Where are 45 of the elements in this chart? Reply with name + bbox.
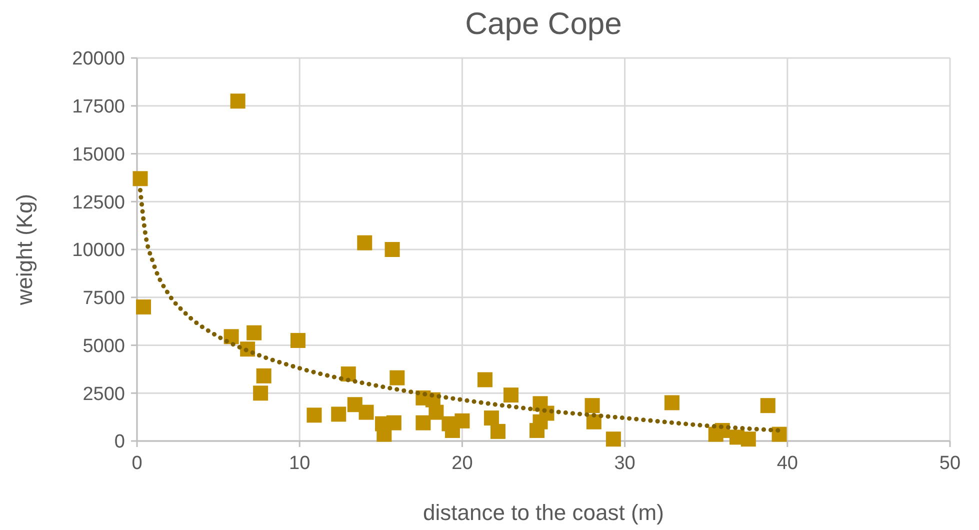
point: [306, 408, 322, 423]
point: [584, 398, 600, 414]
point: [331, 406, 346, 422]
point: [606, 432, 621, 447]
point: [454, 413, 470, 428]
point: [664, 395, 680, 410]
y-tick-label: 2500: [82, 384, 125, 405]
y-tick-label: 20000: [72, 48, 125, 70]
x-tick-label: 0: [132, 453, 142, 474]
point: [477, 372, 492, 388]
point: [256, 368, 272, 384]
point: [490, 424, 506, 439]
point: [384, 242, 400, 257]
point: [503, 388, 518, 403]
point: [740, 432, 756, 447]
y-axis-title: weight (Kg): [12, 194, 37, 306]
point: [290, 332, 306, 348]
y-tick-label: 17500: [72, 96, 125, 118]
point: [386, 415, 402, 430]
x-tick-label: 10: [289, 453, 310, 474]
x-tick-label: 30: [614, 453, 636, 474]
point: [416, 415, 431, 430]
point: [390, 370, 405, 386]
point: [253, 386, 268, 401]
y-tick-label: 7500: [82, 288, 125, 310]
point: [246, 325, 262, 340]
point: [772, 426, 787, 442]
point: [484, 410, 499, 426]
point: [230, 94, 246, 109]
y-tick-label: 12500: [72, 192, 125, 214]
chart-title: Cape Cope: [465, 6, 622, 41]
point: [136, 299, 152, 314]
point: [358, 404, 374, 420]
point: [760, 398, 776, 414]
y-tick-label: 5000: [82, 336, 125, 357]
x-tick-label: 50: [939, 453, 961, 474]
point: [132, 171, 148, 186]
y-tick-label: 10000: [72, 240, 125, 262]
x-tick-label: 20: [452, 453, 473, 474]
x-tick-label: 40: [776, 453, 798, 474]
x-axis-title: distance to the coast (m): [423, 500, 664, 525]
y-tick-label: 0: [114, 432, 125, 453]
y-tick-label: 15000: [72, 144, 125, 166]
point: [357, 235, 372, 250]
point: [428, 404, 444, 420]
